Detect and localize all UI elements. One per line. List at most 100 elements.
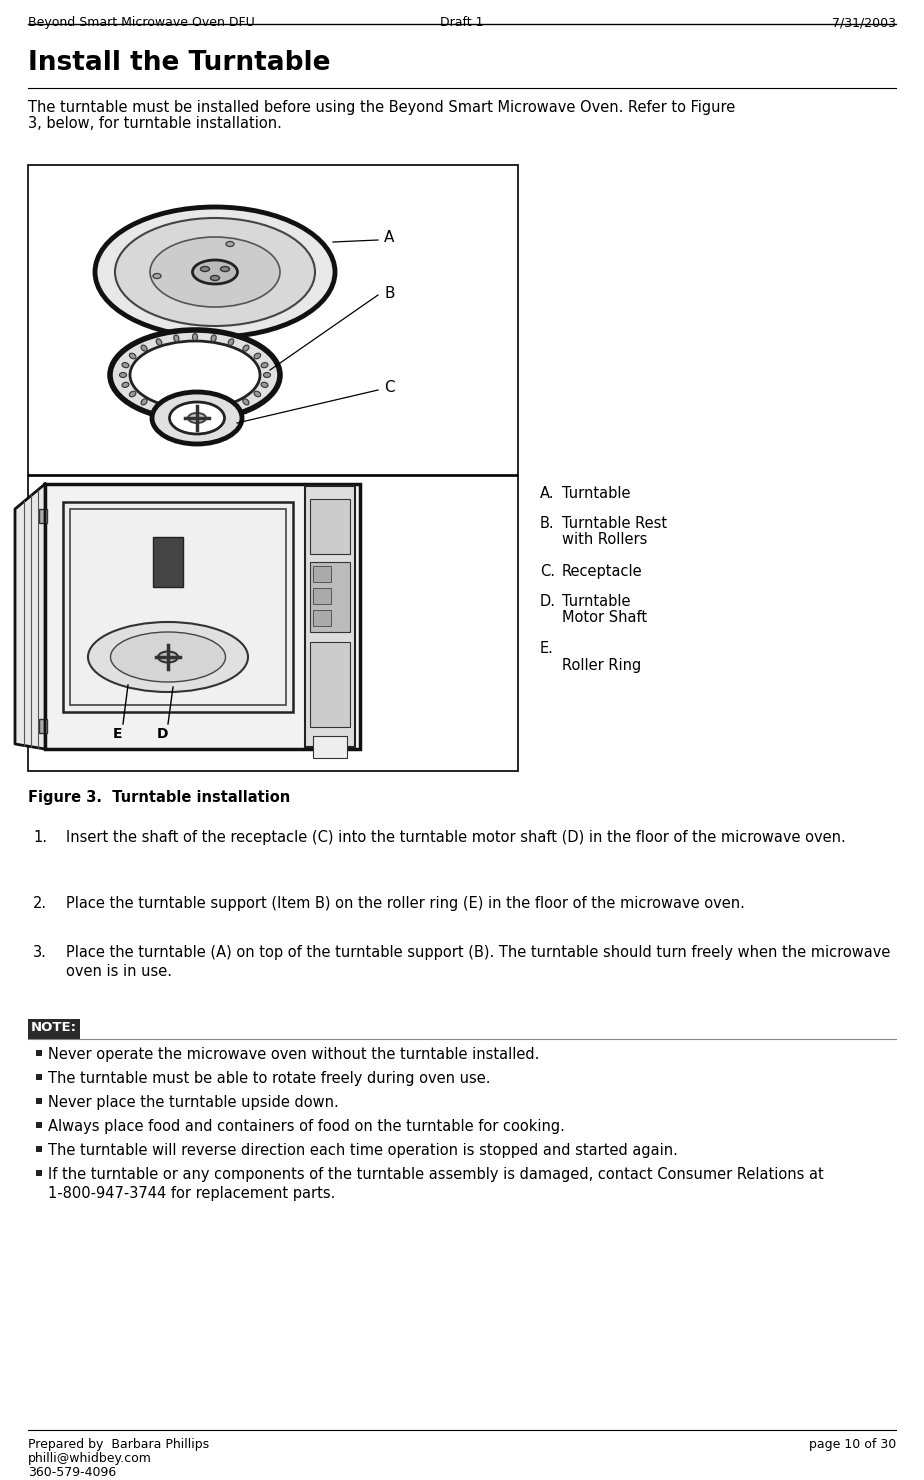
Text: The turntable will reverse direction each time operation is stopped and started : The turntable will reverse direction eac… <box>48 1143 678 1157</box>
Bar <box>45 484 360 749</box>
Ellipse shape <box>156 339 162 345</box>
Ellipse shape <box>254 354 261 358</box>
Ellipse shape <box>226 241 234 247</box>
Ellipse shape <box>141 398 147 406</box>
Ellipse shape <box>192 333 198 340</box>
Ellipse shape <box>156 404 162 411</box>
Text: Roller Ring: Roller Ring <box>562 659 641 673</box>
Text: 3, below, for turntable installation.: 3, below, for turntable installation. <box>28 115 282 132</box>
Ellipse shape <box>111 632 225 682</box>
Bar <box>310 562 350 632</box>
Text: 3.: 3. <box>33 946 47 961</box>
Ellipse shape <box>122 363 128 367</box>
Bar <box>28 477 518 771</box>
Text: with Rollers: with Rollers <box>562 531 648 548</box>
Bar <box>28 1020 80 1039</box>
Text: B: B <box>384 286 395 300</box>
Bar <box>36 1122 42 1128</box>
Text: Turntable: Turntable <box>562 485 630 502</box>
Bar <box>63 502 293 712</box>
Text: page 10 of 30: page 10 of 30 <box>808 1439 896 1450</box>
Ellipse shape <box>119 373 127 377</box>
Text: Place the turntable (A) on top of the turntable support (B). The turntable shoul: Place the turntable (A) on top of the tu… <box>66 946 891 980</box>
Ellipse shape <box>228 339 234 345</box>
Bar <box>313 565 331 582</box>
Ellipse shape <box>129 391 136 397</box>
Bar <box>310 642 350 727</box>
Text: Beyond Smart Microwave Oven DFU: Beyond Smart Microwave Oven DFU <box>28 16 255 30</box>
Text: Never operate the microwave oven without the turntable installed.: Never operate the microwave oven without… <box>48 1046 540 1063</box>
Ellipse shape <box>174 408 179 416</box>
Text: Figure 3.  Turntable installation: Figure 3. Turntable installation <box>28 790 290 805</box>
Text: A.: A. <box>540 485 554 502</box>
Bar <box>313 736 347 758</box>
Text: The turntable must be able to rotate freely during oven use.: The turntable must be able to rotate fre… <box>48 1072 491 1086</box>
Ellipse shape <box>228 404 234 411</box>
Text: 1.: 1. <box>33 830 47 845</box>
Bar <box>36 1049 42 1057</box>
Bar <box>36 1171 42 1177</box>
Bar <box>39 719 47 733</box>
Ellipse shape <box>261 363 268 367</box>
Ellipse shape <box>174 334 179 342</box>
Text: Never place the turntable upside down.: Never place the turntable upside down. <box>48 1095 339 1110</box>
Ellipse shape <box>95 207 335 337</box>
Ellipse shape <box>122 382 128 388</box>
Ellipse shape <box>115 218 315 326</box>
Ellipse shape <box>88 622 248 693</box>
Ellipse shape <box>261 382 268 388</box>
Text: D.: D. <box>540 593 556 608</box>
Ellipse shape <box>263 373 271 377</box>
Text: D: D <box>157 727 169 741</box>
Ellipse shape <box>211 334 216 342</box>
Text: A: A <box>384 231 395 246</box>
Ellipse shape <box>158 651 178 663</box>
Ellipse shape <box>110 330 280 420</box>
Text: Motor Shaft: Motor Shaft <box>562 610 647 625</box>
Ellipse shape <box>153 274 161 278</box>
Text: E.: E. <box>540 641 553 656</box>
Ellipse shape <box>150 237 280 306</box>
Text: C.: C. <box>540 564 555 579</box>
Text: Place the turntable support (Item B) on the roller ring (E) in the floor of the : Place the turntable support (Item B) on … <box>66 895 745 912</box>
Text: E: E <box>114 727 123 741</box>
Bar <box>153 537 183 588</box>
Text: Install the Turntable: Install the Turntable <box>28 50 331 75</box>
Text: NOTE:: NOTE: <box>31 1021 77 1035</box>
Text: C: C <box>384 380 395 395</box>
Text: Turntable Rest: Turntable Rest <box>562 517 667 531</box>
Bar <box>313 610 331 626</box>
Text: Turntable: Turntable <box>562 593 630 608</box>
Text: philli@whidbey.com: philli@whidbey.com <box>28 1452 152 1465</box>
Bar <box>36 1074 42 1080</box>
Bar <box>36 1146 42 1151</box>
Text: Draft 1: Draft 1 <box>440 16 484 30</box>
Ellipse shape <box>221 266 229 271</box>
Ellipse shape <box>243 398 249 406</box>
Polygon shape <box>15 484 45 749</box>
Ellipse shape <box>130 340 260 408</box>
Ellipse shape <box>211 275 220 281</box>
Bar <box>39 509 47 522</box>
Bar <box>310 499 350 554</box>
Ellipse shape <box>141 345 147 351</box>
Text: Always place food and containers of food on the turntable for cooking.: Always place food and containers of food… <box>48 1119 565 1134</box>
Text: 2.: 2. <box>33 895 47 912</box>
Ellipse shape <box>201 266 210 271</box>
Text: The turntable must be installed before using the Beyond Smart Microwave Oven. Re: The turntable must be installed before u… <box>28 101 736 115</box>
Text: 360-579-4096: 360-579-4096 <box>28 1467 116 1479</box>
Ellipse shape <box>192 260 237 284</box>
Bar <box>313 588 331 604</box>
Text: B.: B. <box>540 517 554 531</box>
Ellipse shape <box>211 408 216 416</box>
Ellipse shape <box>152 392 242 444</box>
Ellipse shape <box>243 345 249 351</box>
Text: Prepared by  Barbara Phillips: Prepared by Barbara Phillips <box>28 1439 209 1450</box>
Bar <box>36 1098 42 1104</box>
Text: If the turntable or any components of the turntable assembly is damaged, contact: If the turntable or any components of th… <box>48 1168 824 1200</box>
Text: 7/31/2003: 7/31/2003 <box>832 16 896 30</box>
Ellipse shape <box>188 413 206 423</box>
Ellipse shape <box>129 354 136 358</box>
Bar <box>70 509 286 704</box>
Text: Receptacle: Receptacle <box>562 564 642 579</box>
